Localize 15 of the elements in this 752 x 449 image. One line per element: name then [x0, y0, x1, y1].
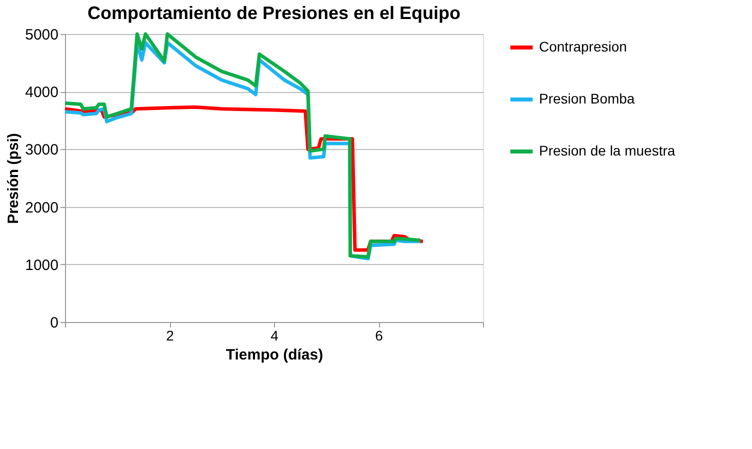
x-tick-label: 4 [270, 328, 279, 344]
y-tick-label: 0 [50, 314, 58, 332]
y-tick-label: 1000 [25, 256, 58, 274]
y-tick-label: 5000 [25, 26, 58, 44]
x-tick-label: 2 [166, 328, 174, 344]
x-axis-title: Tiempo (días) [226, 346, 324, 364]
legend-label: Presion Bomba [539, 90, 635, 106]
x-tick-label: 6 [375, 328, 384, 344]
y-tick-label: 2000 [25, 199, 58, 216]
chart-title: Comportamiento de Presiones en el Equipo [87, 3, 461, 23]
legend-label: Presion de la muestra [539, 142, 676, 158]
y-tick-label: 3000 [25, 142, 58, 159]
y-tick-label: 4000 [25, 84, 58, 102]
y-axis-title: Presión (psi) [5, 133, 22, 224]
legend-label: Contrapresion [539, 38, 627, 54]
